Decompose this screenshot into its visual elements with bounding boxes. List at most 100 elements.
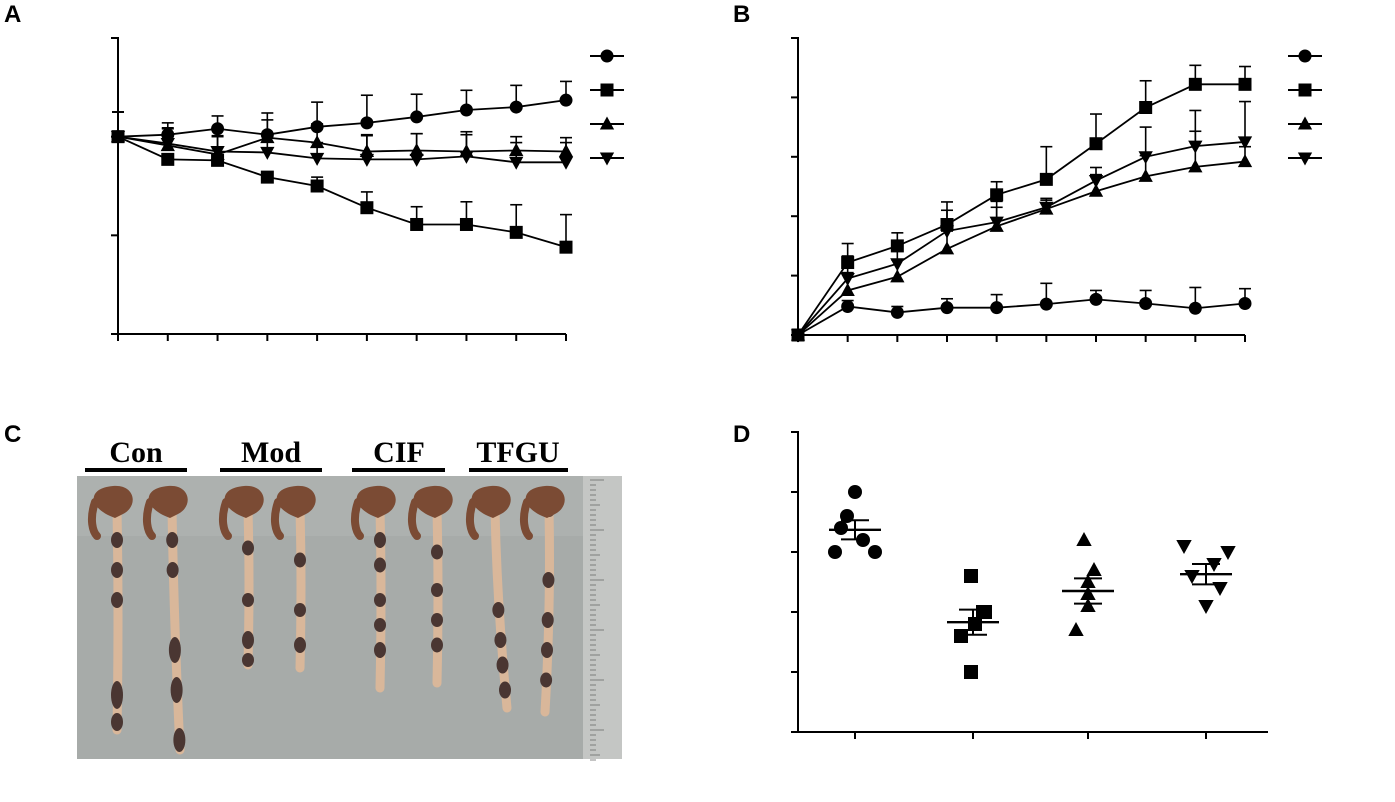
legend-marker [600,83,614,97]
photo-label-cif: CIF [373,436,425,469]
colon-specimen [142,485,188,755]
data-point [1139,100,1153,114]
data-point [1039,297,1053,311]
data-point [1086,561,1102,576]
fecal-pellet [294,552,306,568]
colon-specimen [407,485,453,688]
data-point [359,153,375,167]
fecal-pellet [294,637,306,653]
data-point [1198,600,1214,615]
fecal-pellet [541,612,554,628]
cecum-tip [465,498,479,540]
series-tfgu [110,111,574,170]
colon-specimen [350,485,396,693]
data-point [968,617,982,631]
chart-d-colon-length [791,431,1268,739]
series-tfgu [790,100,1253,343]
fecal-pellet [374,593,386,607]
fecal-pellet [496,656,509,674]
fecal-pellet [294,603,306,617]
cecum-tip [142,498,156,540]
group-con [828,485,882,559]
legend-item-con [590,49,624,63]
group-tfgu [1176,540,1236,615]
data-point [160,138,175,152]
legend-marker [1298,49,1312,63]
data-point [1188,159,1203,173]
data-point [939,225,955,239]
data-point [110,131,126,145]
data-point [834,521,848,535]
fecal-pellet [242,631,254,649]
legend-marker [599,152,615,166]
colon-specimen [519,485,565,717]
data-point [211,122,225,136]
data-point [954,629,968,643]
panel-letter-b: B [733,1,750,28]
data-point [1206,558,1222,573]
legend-item-tfgu [1288,152,1322,166]
data-point [890,269,905,283]
colon-specimen [218,485,264,670]
fecal-pellet [170,677,183,703]
data-point [459,217,473,231]
data-point [1176,540,1192,555]
data-point [360,201,374,215]
series-line [797,141,1246,336]
fecal-pellet [166,562,179,578]
data-point [1237,154,1253,168]
series-line [117,135,567,249]
photo-label-tfgu: TFGU [476,436,559,469]
legend-marker [600,49,614,63]
data-point [1220,546,1236,561]
data-point [559,240,573,254]
data-point [990,301,1004,315]
data-point [1089,292,1103,306]
ruler-body [583,476,622,759]
data-point [840,282,855,296]
legend-item-cif [1288,116,1322,130]
series-mod [111,111,573,254]
chart-b-dai [790,37,1322,343]
data-point [840,273,855,287]
fecal-pellet [431,613,443,627]
fecal-pellet [111,532,123,548]
data-point [509,100,523,114]
data-point [790,329,806,343]
fecal-pellet [431,544,443,560]
data-point [868,545,882,559]
fecal-pellet [166,532,179,548]
fecal-pellet [111,681,123,709]
data-point [410,110,424,124]
fecal-pellet [111,713,123,731]
cecum-tip [350,498,364,540]
photo-label-mod: Mod [241,436,301,469]
data-point [1088,183,1104,197]
data-point [939,241,955,255]
cecum [471,485,511,518]
fecal-pellet [374,642,386,658]
data-point [828,545,842,559]
series-line [117,135,566,164]
data-point [1188,140,1203,154]
series-con [791,282,1252,342]
legend-item-cif [590,116,624,130]
panel-letter-a: A [4,1,21,28]
data-point [459,150,474,164]
legend-item-tfgu [590,152,624,166]
data-point [360,116,374,130]
data-point [1039,172,1053,186]
colon-specimen [87,485,133,735]
data-point [260,146,275,160]
data-point [309,152,325,166]
legend-marker [1297,152,1313,166]
fecal-pellet [173,728,186,752]
data-point [210,145,225,159]
legend-marker [599,116,615,130]
data-point [1212,582,1228,597]
legend-item-mod [590,83,624,97]
colon-specimens [87,485,565,755]
series-mod [791,64,1252,342]
series-line [117,99,567,138]
